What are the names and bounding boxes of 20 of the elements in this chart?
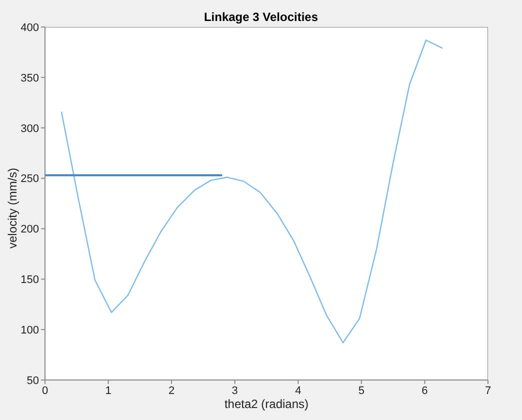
x-tick-label: 4 — [295, 384, 302, 397]
y-tick-label: 50 — [26, 374, 39, 387]
y-tick-label: 200 — [20, 224, 39, 236]
y-tick-label: 250 — [20, 173, 39, 186]
x-tick-label: 1 — [105, 384, 112, 397]
x-tick-label: 5 — [358, 384, 364, 397]
x-tick-label: 0 — [42, 384, 48, 397]
y-axis-title: velocity (mm/s) — [5, 168, 20, 248]
y-tick-label: 350 — [20, 72, 39, 84]
x-tick-label: 3 — [232, 384, 238, 397]
line-series — [60, 40, 444, 344]
x-tick-label: 6 — [422, 384, 428, 397]
y-tick-label: 100 — [20, 324, 39, 336]
x-axis-title: theta2 (radians) — [224, 397, 309, 411]
chart-title: Linkage 3 Velocities — [204, 10, 318, 24]
y-tick-label: 400 — [20, 22, 39, 34]
x-tick-label: 7 — [484, 384, 492, 397]
y-tick-label: 300 — [20, 122, 39, 135]
x-tick-label: 2 — [168, 384, 175, 397]
y-tick-label: 150 — [20, 274, 39, 286]
